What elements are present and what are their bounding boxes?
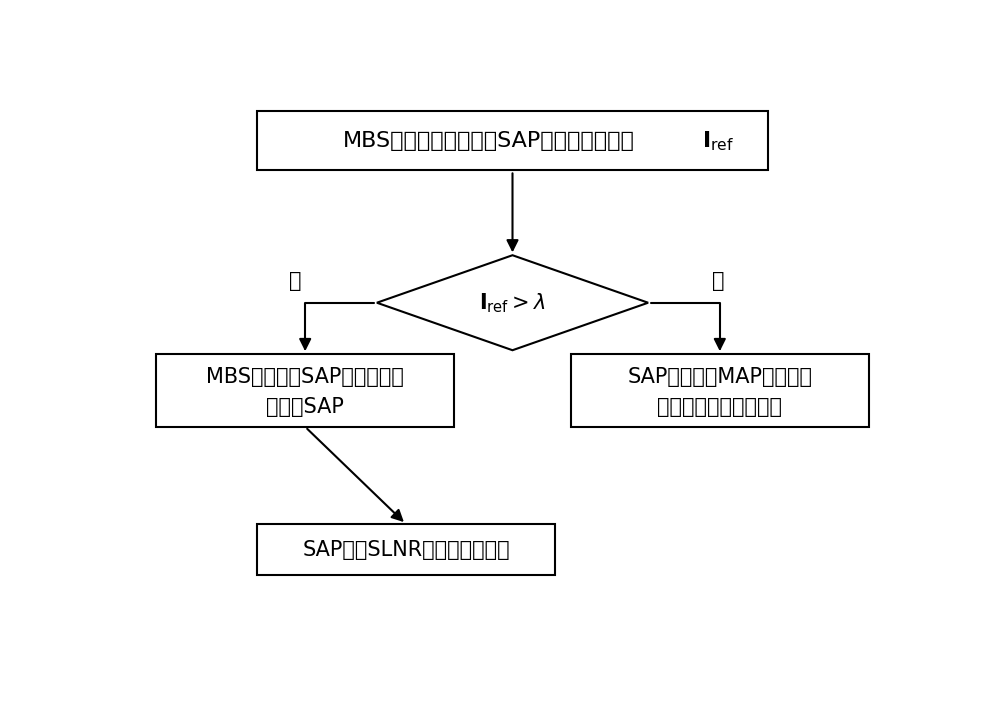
Text: SAP采用SLNR准则设计预编码: SAP采用SLNR准则设计预编码 [302,540,510,559]
Text: $\mathbf{I}_{\mathrm{ref}} > \lambda$: $\mathbf{I}_{\mathrm{ref}} > \lambda$ [479,291,546,315]
Text: 是: 是 [289,271,302,291]
FancyBboxPatch shape [571,354,869,427]
Text: 发送给SAP: 发送给SAP [266,397,344,416]
Text: $\mathbf{I}_{\mathrm{ref}}$: $\mathbf{I}_{\mathrm{ref}}$ [702,129,734,153]
FancyBboxPatch shape [257,524,555,576]
Text: 扰来设计多用户预编码: 扰来设计多用户预编码 [657,397,782,416]
Polygon shape [377,255,648,350]
Text: SAP不考虑对MAP用户的干: SAP不考虑对MAP用户的干 [627,367,812,387]
Text: MBS用户计算受到附近SAP的相对干扰功率: MBS用户计算受到附近SAP的相对干扰功率 [343,131,635,151]
FancyBboxPatch shape [257,111,768,170]
FancyBboxPatch shape [156,354,454,427]
Text: 否: 否 [712,271,724,291]
Text: MBS用户将与SAP的统计信道: MBS用户将与SAP的统计信道 [206,367,404,387]
